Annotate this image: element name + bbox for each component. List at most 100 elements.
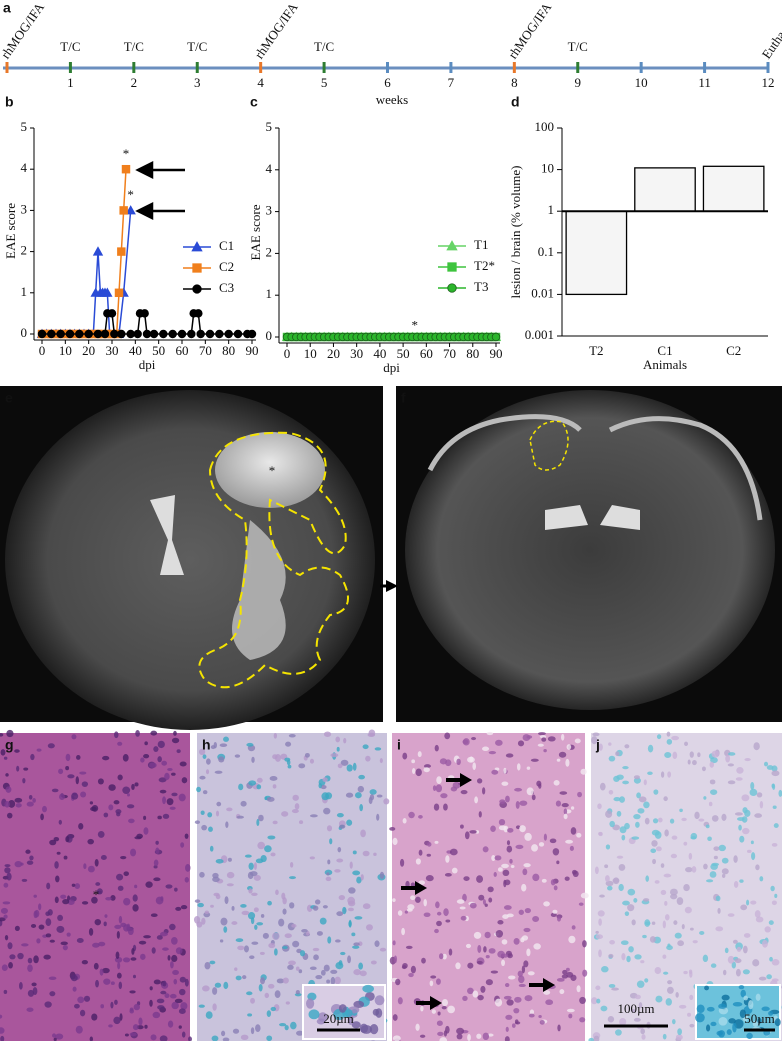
texture (138, 1017, 143, 1026)
texture (272, 754, 278, 760)
texture (740, 904, 748, 911)
y-tick-label: 3 (266, 203, 273, 218)
texture (47, 909, 53, 916)
texture (0, 733, 4, 737)
texture (312, 947, 320, 952)
texture (516, 763, 521, 771)
texture (703, 863, 708, 870)
texture (746, 849, 752, 854)
texture (507, 827, 514, 833)
texture (170, 961, 174, 969)
texture (418, 815, 423, 819)
texture (219, 743, 228, 748)
texture (624, 911, 630, 917)
texture (54, 896, 59, 904)
texture (218, 756, 225, 763)
scale-label: 20µm (323, 1011, 354, 1026)
texture (48, 976, 57, 980)
legend-marker (192, 284, 202, 294)
texture (742, 969, 750, 975)
texture (232, 1028, 240, 1034)
texture (157, 740, 165, 749)
texture (352, 945, 360, 949)
texture (164, 993, 170, 999)
texture (274, 990, 281, 998)
texture (215, 894, 221, 900)
texture (677, 1028, 682, 1036)
texture (579, 1017, 586, 1023)
texture (771, 900, 777, 906)
texture (94, 918, 102, 926)
arrow-head (460, 773, 472, 787)
texture (62, 944, 68, 951)
texture (175, 947, 183, 955)
texture (531, 794, 536, 801)
texture (246, 991, 253, 996)
texture (511, 1023, 516, 1028)
texture (518, 909, 524, 915)
texture (616, 810, 622, 817)
texture (622, 900, 630, 906)
texture (445, 1025, 450, 1034)
marker (196, 329, 205, 339)
marker (107, 309, 117, 318)
texture (735, 777, 743, 781)
texture (358, 962, 363, 970)
x-tick-label: 0 (284, 346, 291, 361)
texture (267, 900, 272, 906)
texture (553, 779, 560, 786)
legend-label: C2 (219, 259, 234, 274)
texture (689, 751, 694, 758)
texture (360, 874, 364, 881)
texture (739, 879, 744, 883)
texture (538, 1014, 542, 1018)
texture (108, 804, 114, 811)
texture (536, 780, 542, 787)
texture (1, 964, 8, 971)
marker (84, 329, 93, 339)
texture (132, 894, 138, 902)
panel-label: e (5, 390, 13, 406)
texture (743, 933, 751, 938)
texture (705, 1024, 711, 1032)
texture (171, 737, 180, 744)
texture (395, 978, 401, 986)
texture (721, 868, 729, 875)
texture (556, 758, 561, 762)
texture (634, 994, 641, 1000)
texture (482, 787, 486, 795)
texture (665, 998, 672, 1006)
texture (3, 756, 8, 760)
texture (566, 744, 572, 750)
texture (472, 990, 479, 998)
texture (399, 858, 405, 867)
texture (95, 882, 101, 886)
texture (359, 804, 364, 812)
texture (340, 759, 349, 766)
texture (294, 993, 302, 997)
texture (622, 766, 629, 770)
texture (206, 758, 211, 765)
texture (272, 820, 278, 825)
texture (155, 847, 160, 855)
texture (117, 885, 124, 891)
texture (759, 876, 764, 882)
y-tick-label: 0 (21, 325, 28, 340)
texture (649, 936, 656, 943)
texture (611, 987, 619, 991)
texture (334, 869, 341, 873)
texture (174, 998, 183, 1004)
texture (260, 913, 265, 918)
texture (169, 993, 177, 999)
texture (349, 861, 353, 869)
texture (212, 1003, 217, 1011)
texture (4, 867, 11, 874)
texture (651, 840, 658, 847)
texture (752, 959, 760, 967)
texture (92, 942, 100, 948)
texture (74, 1003, 80, 1009)
texture (248, 888, 253, 894)
texture (503, 767, 507, 774)
event-label: T/C (314, 39, 334, 54)
texture (598, 743, 603, 751)
